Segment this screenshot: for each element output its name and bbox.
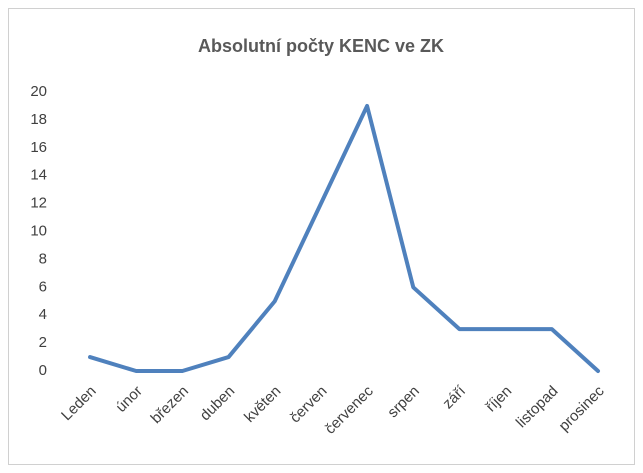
chart-frame: [8, 8, 635, 465]
y-tick-label: 10: [30, 222, 47, 239]
y-tick-label: 18: [30, 111, 47, 128]
chart-title: Absolutní počty KENC ve ZK: [198, 36, 444, 56]
y-tick-label: 14: [30, 167, 47, 184]
data-line: [88, 103, 600, 373]
y-tick-label: 12: [30, 195, 47, 212]
y-tick-label: 16: [30, 139, 47, 156]
y-tick-label: 8: [39, 250, 47, 267]
y-tick-label: 4: [39, 306, 47, 323]
y-tick-label: 6: [39, 278, 47, 295]
y-tick-label: 2: [39, 334, 47, 351]
y-tick-label: 20: [30, 83, 47, 100]
y-tick-label: 0: [39, 362, 47, 379]
